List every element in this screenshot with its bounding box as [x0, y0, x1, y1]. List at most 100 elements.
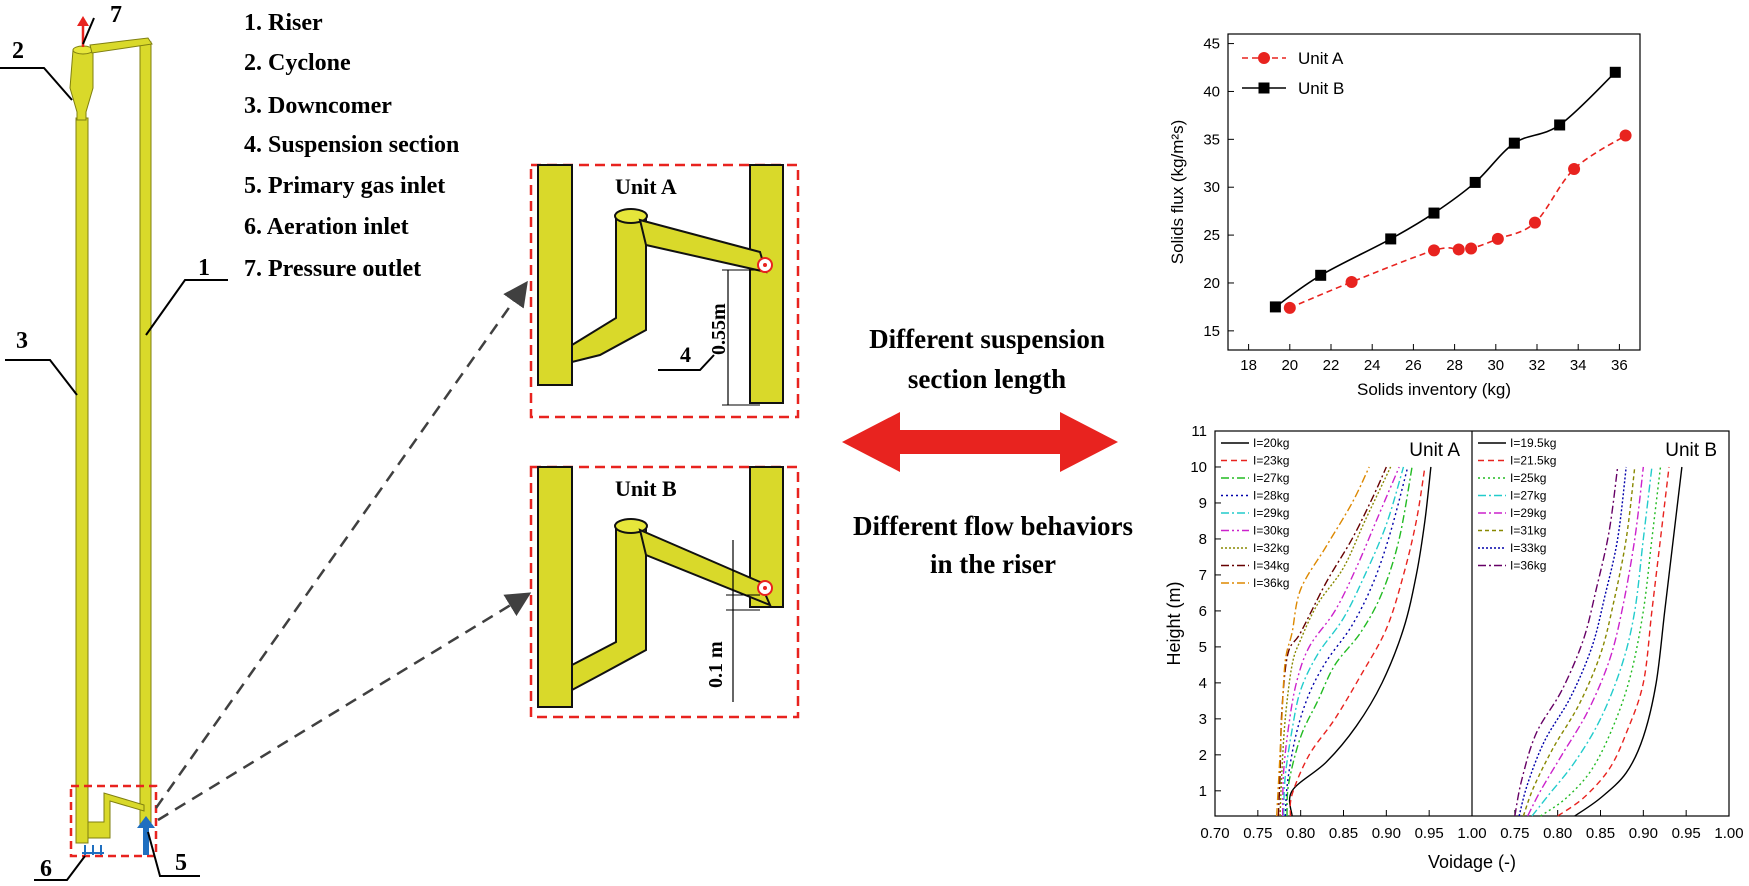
point-0-7 [1568, 163, 1581, 176]
aeration-arrows [82, 845, 104, 855]
primary-gas-arrowhead [137, 816, 155, 828]
point-1-0 [1269, 301, 1281, 313]
x-tick-label-0: 18 [1240, 357, 1257, 374]
unit-a-callout-4: 4 [680, 342, 691, 367]
legend-label-0-1: I=23kg [1253, 454, 1289, 468]
legend-label-1-4: I=29kg [1510, 506, 1546, 520]
unit-a-downcomer [537, 164, 573, 386]
unit-b-frame [529, 465, 800, 719]
unit-b-detail: Unit B 0.1 m [529, 465, 800, 719]
legend-label-1-0: I=19.5kg [1510, 436, 1556, 450]
x-tick-label-0-2: 0.80 [1286, 825, 1315, 842]
x-tick-label-5: 28 [1446, 357, 1463, 374]
profile-line-0-2 [1286, 466, 1413, 817]
component-6: 6. Aeration inlet [244, 214, 409, 240]
legend-label-1-3: I=27kg [1510, 489, 1546, 503]
x-tick-label-1-2: 0.85 [1586, 825, 1615, 842]
y-tick-label-5: 6 [1199, 603, 1207, 620]
apparatus-drawing: 1 2 3 7 5 6 [0, 2, 228, 882]
profile-line-1-0 [1574, 466, 1683, 817]
legend-label-1-6: I=33kg [1510, 541, 1546, 555]
y-tick-label-1: 20 [1203, 275, 1220, 292]
x-tick-label-1-5: 1.00 [1714, 825, 1743, 842]
suspension-section-small [87, 792, 145, 839]
x-tick-label-0-4: 0.90 [1372, 825, 1401, 842]
legend-label-0-3: I=28kg [1253, 489, 1289, 503]
x-tick-label-0-3: 0.85 [1329, 825, 1358, 842]
y-tick-label-5: 40 [1203, 83, 1220, 100]
point-1-5 [1508, 137, 1520, 149]
riser-pipe [139, 41, 152, 828]
component-1: 1. Riser [244, 10, 323, 36]
callout-1: 1 [198, 255, 210, 281]
center-top-line1: Different suspension [869, 324, 1105, 354]
unit-a-title: Unit A [615, 174, 677, 199]
profile-line-0-6 [1279, 466, 1392, 817]
x-tick-label-4: 26 [1405, 357, 1422, 374]
callout-6: 6 [40, 856, 52, 882]
voidage-profile-chart: 1 2 3 4 5 6 7 8 9 10 11 0.70 0.75 0.80 0.85 0.90 0.95 1.0… [1164, 423, 1744, 872]
center-bottom-line2: in the riser [930, 549, 1056, 579]
legend-label-0-2: I=27kg [1253, 471, 1289, 485]
callout-7: 7 [110, 2, 122, 28]
profile-line-0-5 [1281, 466, 1400, 817]
center-bottom-line1: Different flow behaviors [853, 511, 1133, 541]
profile-line-0-4 [1282, 466, 1405, 817]
y-tick-label-9: 10 [1190, 459, 1207, 476]
callout-lines [0, 17, 228, 881]
profile-line-0-8 [1275, 466, 1370, 817]
x-tick-label-2: 22 [1323, 357, 1340, 374]
unit-a-riser [749, 164, 784, 404]
unit-b-title: Unit B [615, 476, 677, 501]
profile-line-1-1 [1557, 466, 1670, 817]
component-4: 4. Suspension section [244, 132, 459, 158]
y-axis-label: Solids flux (kg/m²s) [1168, 120, 1187, 265]
zoom-arrow-unit-a [154, 280, 528, 809]
x-tick-label-8: 34 [1570, 357, 1587, 374]
double-arrow-icon [842, 412, 1118, 472]
plot-frame [1227, 33, 1641, 351]
profile-line-0-1 [1289, 466, 1426, 817]
zoom-region-box [69, 784, 158, 858]
x-axis-label: Voidage (-) [1428, 852, 1516, 872]
legend-label-0-0: I=20kg [1253, 436, 1289, 450]
unit-b-connector [571, 524, 647, 692]
y-tick-label-4: 35 [1203, 131, 1220, 148]
legend-marker-0 [1258, 52, 1270, 64]
x-tick-label-1-1: 0.80 [1543, 825, 1572, 842]
legend-label-0-4: I=29kg [1253, 506, 1289, 520]
legend-label-1: Unit B [1298, 79, 1344, 98]
x-tick-label-0-6: 1.00 [1457, 825, 1486, 842]
legend-label-1-7: I=36kg [1510, 559, 1546, 573]
unit-b-downcomer [537, 466, 573, 708]
legend-label-0-8: I=36kg [1253, 576, 1289, 590]
point-1-6 [1554, 119, 1566, 131]
y-tick-label-7: 8 [1199, 531, 1207, 548]
legend-label-1-2: I=25kg [1510, 471, 1546, 485]
profile-line-1-6 [1518, 466, 1627, 817]
point-0-8 [1619, 129, 1632, 142]
y-tick-label-10: 11 [1191, 423, 1207, 440]
callout-3: 3 [16, 328, 28, 354]
point-0-0 [1283, 301, 1296, 314]
point-0-5 [1491, 232, 1504, 245]
profile-line-1-3 [1531, 466, 1653, 817]
unit-a-detail: Unit A 0.55m 4 [529, 163, 800, 419]
point-1-2 [1385, 233, 1397, 245]
legend-label-0-5: I=30kg [1253, 524, 1289, 538]
profile-line-1-4 [1527, 466, 1645, 817]
x-tick-label-9: 36 [1611, 357, 1628, 374]
x-tick-label-7: 32 [1529, 357, 1546, 374]
y-tick-label-0: 1 [1199, 783, 1207, 800]
pressure-outlet-arrowhead [77, 16, 89, 26]
zoom-arrow-unit-b [157, 592, 532, 822]
unit-a-connector [571, 214, 647, 364]
legend-label-0-6: I=32kg [1253, 541, 1289, 555]
center-top-line2: section length [908, 364, 1066, 394]
panel-title-1: Unit B [1665, 440, 1717, 461]
profile-line-1-7 [1514, 466, 1619, 817]
y-tick-label-6: 7 [1199, 567, 1207, 584]
y-axis-label: Height (m) [1164, 581, 1184, 665]
x-tick-label-6: 30 [1487, 357, 1504, 374]
